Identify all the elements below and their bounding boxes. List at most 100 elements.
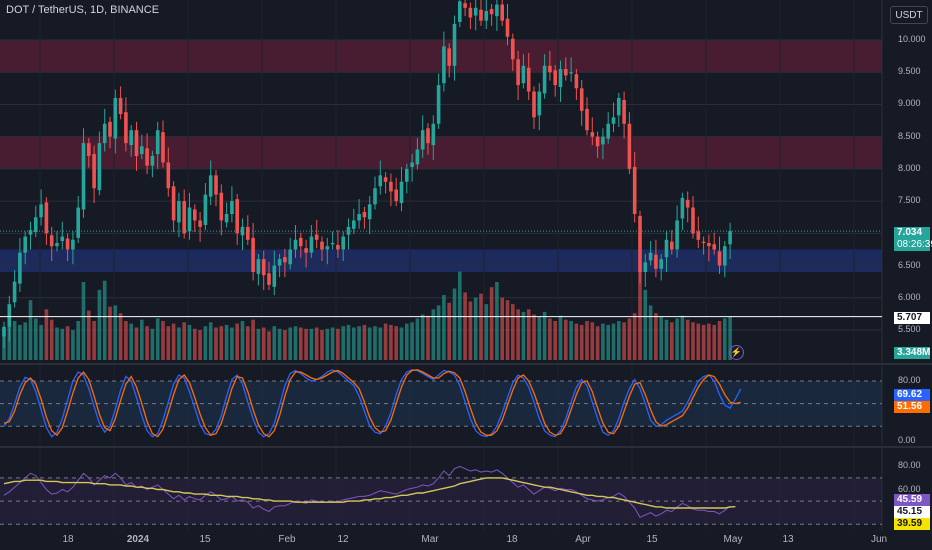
volume-bar	[712, 324, 716, 360]
candle-body	[177, 201, 181, 223]
candle-body	[155, 130, 160, 155]
candle-body	[267, 273, 271, 285]
volume-bar	[526, 309, 531, 360]
candle-body	[193, 209, 197, 221]
volume-bar	[362, 324, 367, 360]
price-tick-label: 6.000	[898, 291, 921, 302]
candle-body	[648, 252, 653, 261]
candle-body	[383, 177, 388, 182]
volume-bar	[458, 271, 462, 360]
volume-bar	[654, 313, 658, 360]
candle-body	[171, 186, 176, 221]
volume-bar	[65, 326, 70, 360]
volume-bar	[314, 327, 319, 360]
candle-body	[60, 236, 65, 242]
volume-bar	[161, 321, 165, 360]
volume-bar	[224, 324, 229, 360]
volume-bar	[399, 327, 404, 360]
volume-bar	[617, 321, 621, 360]
volume-bar	[150, 328, 155, 360]
volume-bar	[473, 297, 478, 360]
candle-body	[309, 236, 314, 253]
volume-bar	[691, 322, 695, 360]
candle-body	[505, 18, 510, 37]
candle-body	[251, 237, 255, 272]
volume-bar	[55, 327, 59, 360]
candle-body	[489, 9, 494, 15]
volume-bar	[426, 315, 430, 360]
volume-bar	[267, 331, 271, 360]
volume-bar	[553, 321, 557, 360]
volume-bar	[140, 319, 144, 360]
candle-body	[712, 244, 716, 250]
candle-body	[617, 98, 621, 116]
candle-body	[542, 65, 547, 94]
time-tick-label: May	[723, 534, 743, 545]
volume-bar	[219, 326, 224, 360]
candle-body	[595, 136, 600, 147]
level-line	[0, 230, 882, 318]
candle-body	[357, 214, 361, 221]
candle-body	[224, 214, 229, 223]
candle-body	[389, 181, 393, 192]
candle-body	[145, 148, 149, 166]
volume-bar	[590, 322, 595, 360]
candle-body	[526, 67, 531, 92]
candle-body	[500, 4, 504, 21]
volume-bar	[367, 327, 372, 360]
volume-bar	[521, 311, 526, 360]
candle-body	[696, 231, 701, 240]
volume-bar	[606, 324, 610, 360]
time-tick-label: 13	[782, 534, 794, 545]
zone-support-2	[0, 249, 882, 272]
price-candles	[2, 0, 732, 349]
volume-bar	[601, 323, 605, 360]
price-tick-label: 9.000	[898, 98, 921, 109]
volume-bar	[707, 323, 711, 360]
candle-body	[378, 175, 383, 187]
currency-button[interactable]: USDT	[890, 6, 928, 24]
volume-bar	[118, 313, 123, 360]
volume-bar	[214, 327, 218, 360]
candle-body	[2, 326, 6, 337]
stoch-tick-label: 80.00	[898, 375, 921, 386]
candle-body	[463, 3, 467, 8]
candle-body	[601, 136, 605, 145]
volume-bar	[558, 315, 563, 360]
volume-bar	[81, 282, 86, 360]
candle-body	[473, 7, 478, 16]
volume-bar	[341, 326, 345, 360]
zone-resistance-0	[0, 40, 882, 73]
volume-bar	[611, 323, 616, 360]
volume-bar	[436, 305, 441, 360]
volume-bar	[203, 326, 208, 360]
candle-body	[399, 181, 404, 204]
candle-body	[590, 132, 595, 137]
candle-body	[701, 241, 706, 243]
volume-bar	[124, 321, 128, 360]
candle-body	[426, 128, 430, 144]
volume-bar	[177, 327, 181, 360]
volume-bar	[564, 319, 568, 360]
volume-bar	[309, 328, 314, 360]
time-tick-label: 15	[199, 534, 211, 545]
candle-body	[707, 243, 711, 247]
candle-body	[256, 259, 261, 274]
volume-bar	[198, 330, 202, 360]
candle-body	[574, 74, 579, 89]
time-tick-label: 15	[646, 534, 658, 545]
volume-bar	[442, 295, 446, 360]
candle-body	[129, 130, 133, 146]
candle-body	[187, 207, 192, 232]
volume-bar	[680, 315, 685, 360]
candle-body	[293, 239, 298, 250]
lightning-icon[interactable]: ⚡	[729, 345, 744, 360]
volume-bar	[23, 322, 27, 360]
candle-body	[537, 91, 542, 116]
countdown-badge: 08:26:39	[894, 239, 932, 251]
volume-bar	[108, 306, 112, 360]
candle-body	[240, 226, 245, 236]
volume-bar	[18, 324, 22, 360]
candle-body	[299, 237, 303, 247]
